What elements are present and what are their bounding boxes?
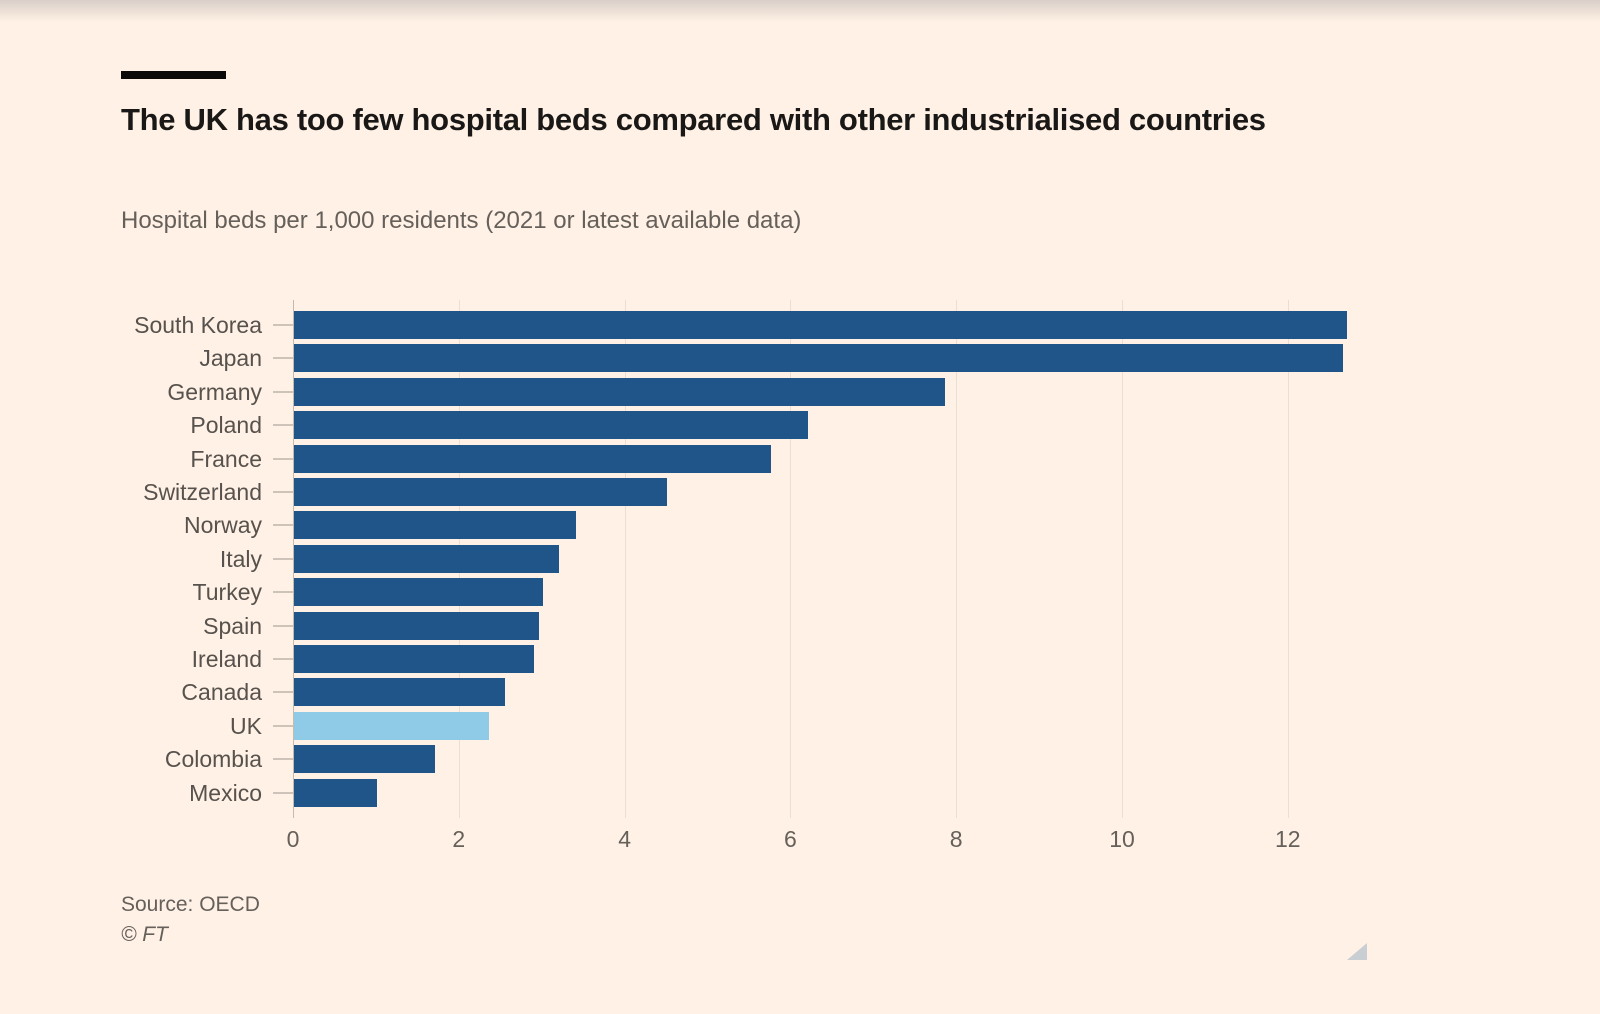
value-axis: 0 2 4 6 8 10 12 [0,826,1600,856]
ft-copyright: © FT [121,923,168,946]
y-tick-uk [273,724,293,727]
y-tick-colombia [273,758,293,761]
x-tick-8: 8 [949,826,963,852]
bar-italy [294,544,560,573]
bar-germany [294,377,945,406]
category-label-switzerland: Switzerland [143,479,262,505]
gridline-10 [1122,300,1123,818]
bar-spain [294,611,539,640]
x-tick-6: 6 [783,826,797,852]
y-tick-south-korea [273,324,293,326]
x-tick-4: 4 [618,826,631,852]
y-tick-turkey [273,591,293,594]
bar-turkey [294,578,543,607]
y-tick-switzerland [273,491,293,493]
gridline-6 [790,300,792,818]
source-credit: Source: OECD [121,893,260,916]
bar-canada [294,678,506,707]
category-label-mexico: Mexico [189,779,262,806]
category-label-spain: Spain [203,612,262,639]
category-label-south-korea: South Korea [134,312,262,338]
category-label-turkey: Turkey [192,579,262,606]
category-label-colombia: Colombia [164,746,262,773]
chart-subtitle: Hospital beds per 1,000 residents (2021 … [121,207,802,234]
category-label-france: France [190,445,262,472]
x-tick-10: 10 [1109,826,1135,852]
x-tick-2: 2 [452,826,466,852]
category-label-uk: UK [230,712,262,739]
x-tick-12: 12 [1275,826,1301,852]
bar-france [294,444,771,473]
category-label-canada: Canada [181,679,262,706]
bar-ireland [294,645,535,673]
top-edge-shadow [0,0,1600,22]
y-tick-spain [273,624,293,627]
bar-uk [294,711,489,740]
category-label-japan: Japan [199,345,262,372]
x-tick-0: 0 [286,826,300,852]
category-label-norway: Norway [184,512,262,539]
gridline-12 [1287,300,1289,818]
gridline-4 [624,300,626,818]
bar-switzerland [294,478,668,506]
resize-handle-icon[interactable] [1347,943,1367,960]
y-tick-norway [273,524,293,527]
y-tick-ireland [273,658,293,660]
category-label-poland: Poland [190,412,262,439]
y-tick-italy [273,557,293,560]
y-tick-japan [273,357,293,360]
chart-title: The UK has too few hospital beds compare… [121,102,1266,137]
y-axis-line [293,300,294,818]
y-tick-germany [273,390,293,393]
category-axis: South Korea Japan Germany Poland France Switz… [0,300,262,818]
y-tick-france [273,457,293,460]
bar-norway [294,511,576,540]
gridline-8 [956,300,958,818]
y-tick-mexico [273,791,293,794]
bar-japan [294,344,1343,373]
bar-mexico [294,778,377,807]
bar-colombia [294,745,435,774]
bar-south-korea [294,311,1347,339]
plot-area [293,300,1475,818]
category-label-italy: Italy [219,545,262,572]
category-label-germany: Germany [167,378,262,405]
category-label-ireland: Ireland [191,646,262,672]
title-kicker-bar [121,71,226,79]
bar-poland [294,411,808,440]
y-tick-poland [273,424,293,427]
y-tick-canada [273,691,293,694]
